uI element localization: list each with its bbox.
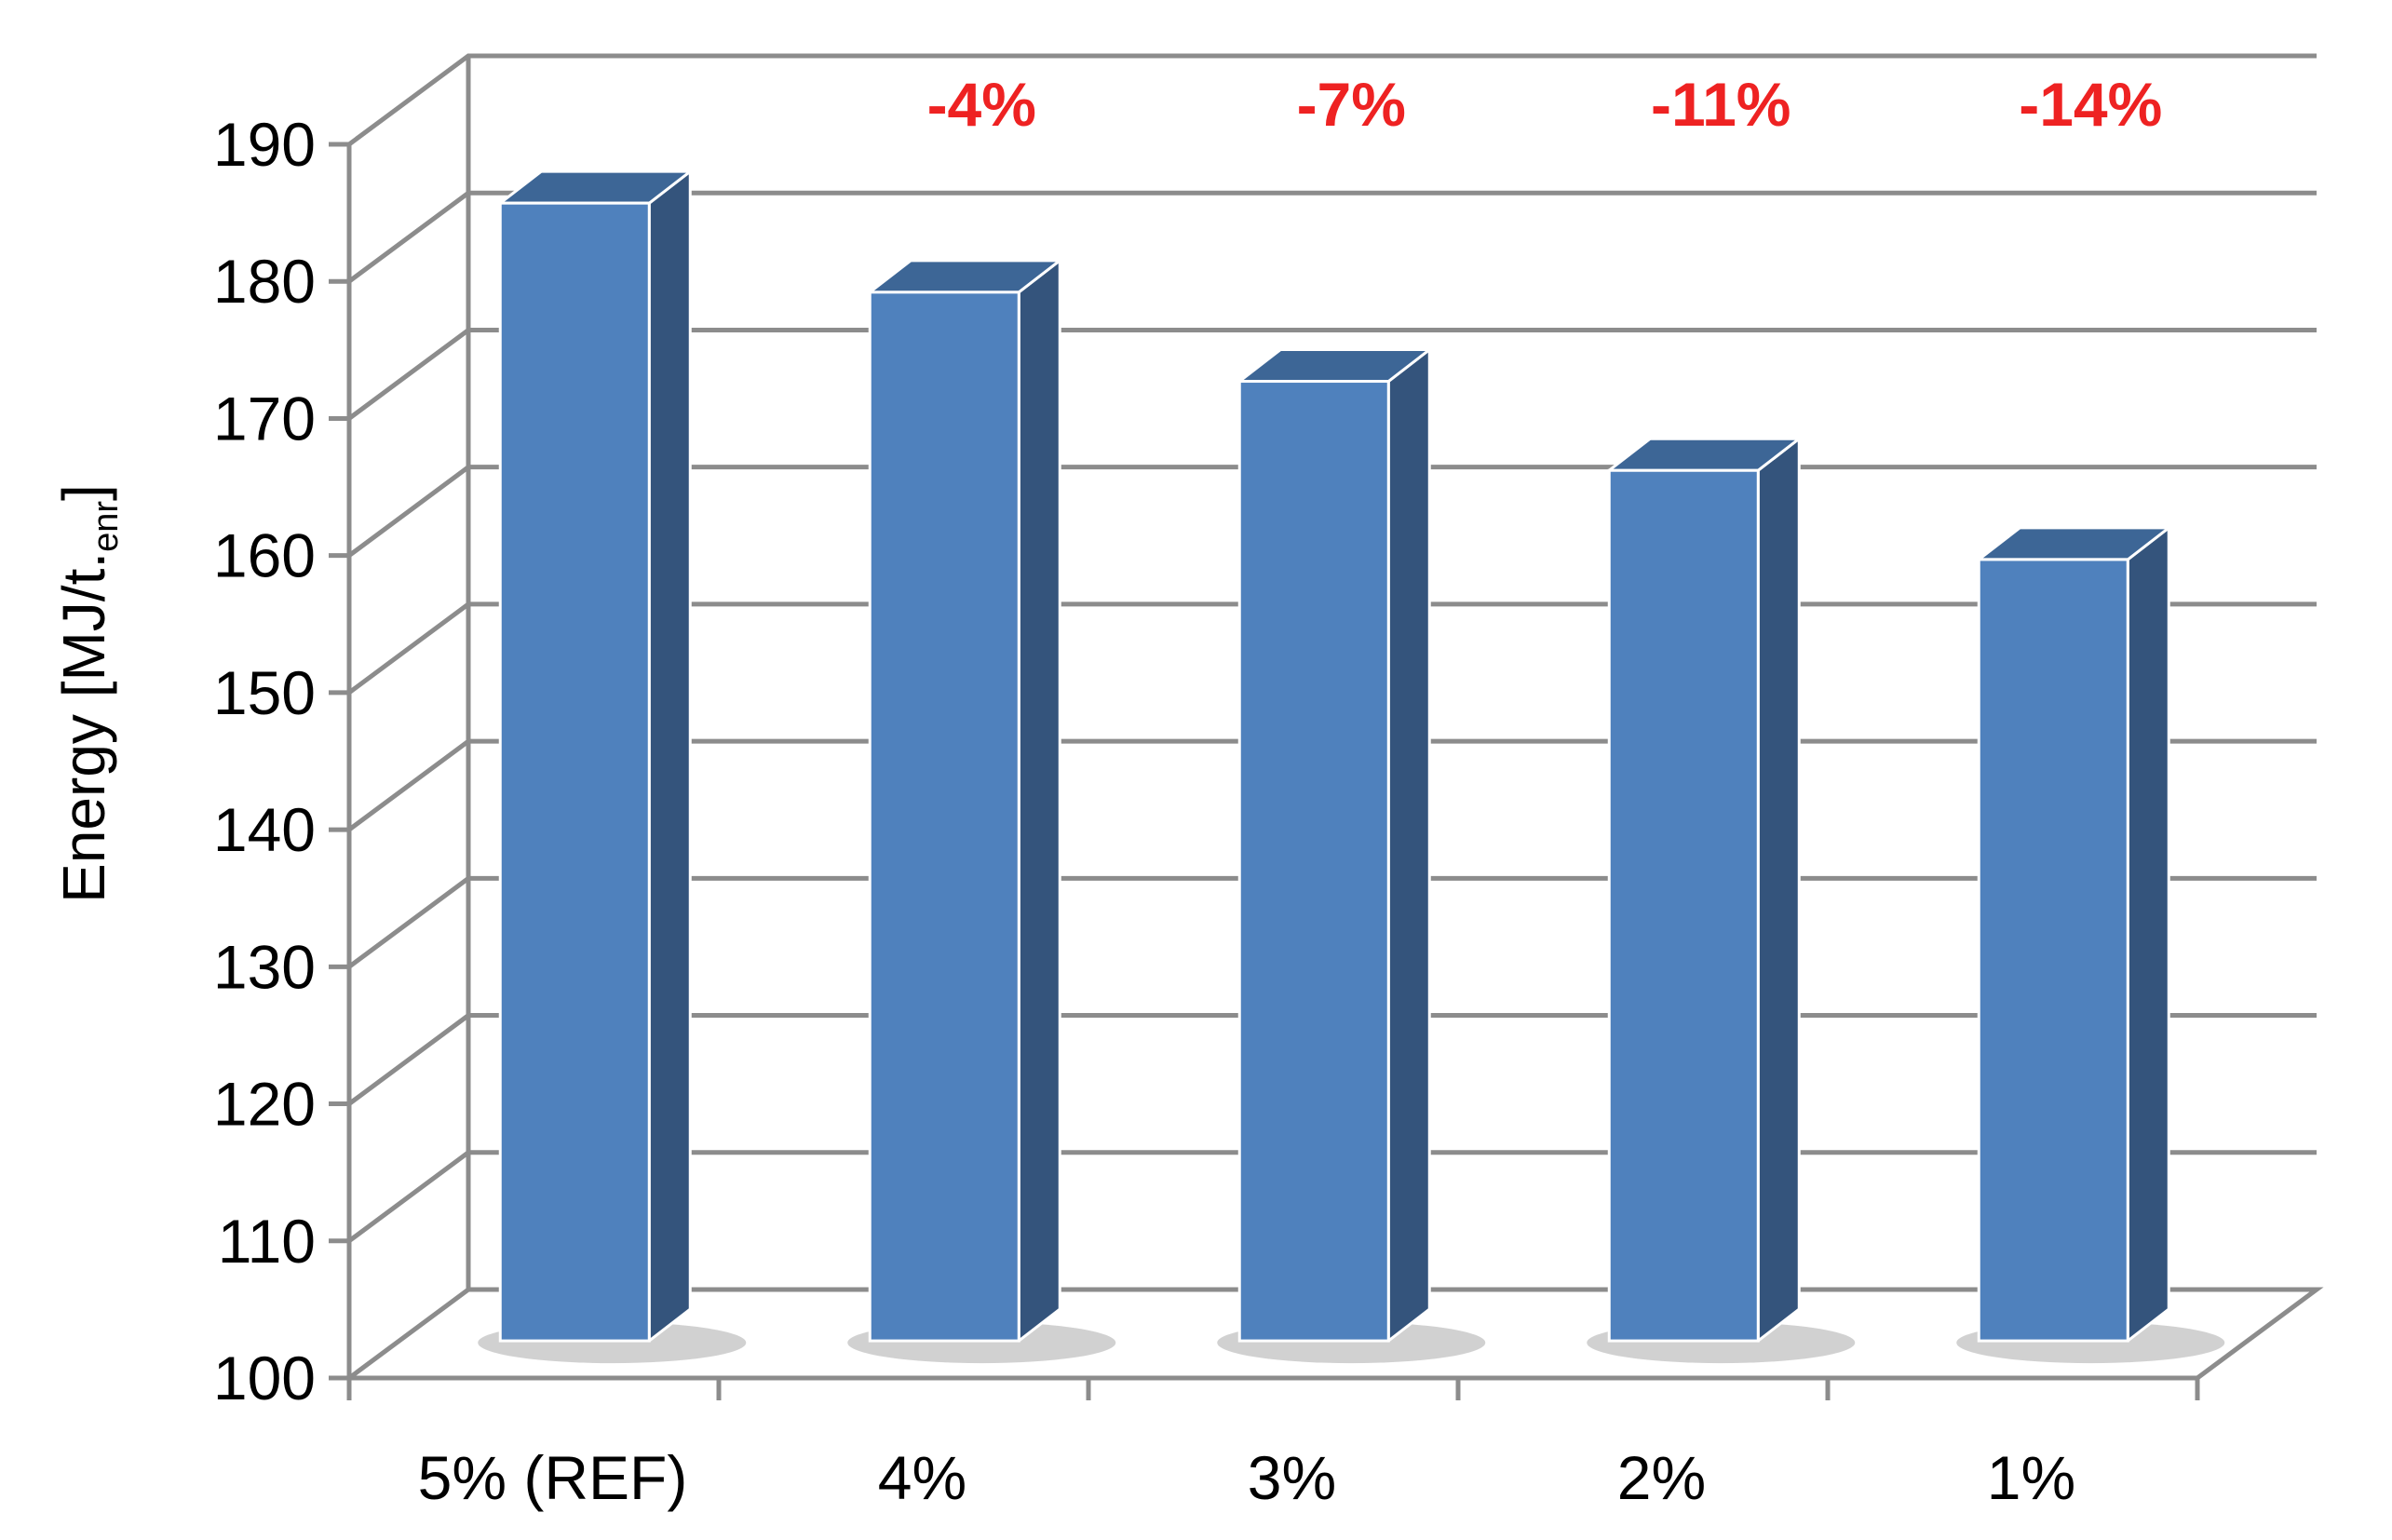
y-tick-label: 170 (213, 384, 316, 453)
y-axis-title-main: Energy [MJ/t. (50, 552, 117, 903)
annotations: -4% -7% -11% -14% (927, 70, 2163, 139)
bar (868, 259, 1061, 1343)
gridline (347, 53, 2317, 147)
bar-side-face (2126, 526, 2170, 1343)
bars (498, 169, 2170, 1343)
bar-front-face (1977, 558, 2129, 1343)
gridline (347, 327, 2317, 421)
bar-side-face (1756, 437, 1801, 1343)
x-tick-label: 3% (1248, 1443, 1336, 1512)
bar-side-face (1017, 259, 1061, 1343)
y-tick-label: 130 (213, 932, 316, 1001)
bar-front-face (498, 201, 651, 1343)
x-tick-label: 2% (1617, 1443, 1706, 1512)
bar-shadows (478, 1322, 2225, 1364)
bar-side-face (647, 169, 692, 1343)
bar (1607, 437, 1801, 1343)
y-tick-label: 190 (213, 110, 316, 179)
gridline (347, 190, 2317, 284)
y-axis-title-subscript: enr (87, 501, 126, 552)
bar (1977, 526, 2170, 1343)
y-tick-label: 180 (213, 247, 316, 316)
y-tick-label: 120 (213, 1070, 316, 1139)
x-tick-label: 4% (878, 1443, 966, 1512)
x-axis: 5% (REF) 4% 3% 2% 1% (346, 1375, 2200, 1512)
percent-change-label: -14% (2019, 70, 2162, 139)
y-tick-label: 110 (218, 1207, 316, 1276)
y-axis-ticks: 100 110 120 130 140 150 160 170 180 190 (213, 110, 352, 1412)
x-tick-label: 5% (REF) (418, 1443, 688, 1512)
y-tick-label: 100 (213, 1344, 316, 1412)
bar-side-face (1386, 348, 1431, 1343)
bar (1237, 348, 1431, 1343)
percent-change-label: -4% (927, 70, 1036, 139)
bar-front-face (1237, 380, 1390, 1343)
bar-front-face (868, 290, 1020, 1343)
y-tick-label: 140 (213, 795, 316, 864)
y-tick-label: 160 (213, 521, 316, 590)
x-tick-label: 1% (1987, 1443, 2075, 1512)
bar (498, 169, 692, 1343)
bar-front-face (1607, 468, 1760, 1343)
y-tick-label: 150 (213, 658, 316, 727)
gridlines (347, 53, 2317, 1243)
percent-change-label: -7% (1297, 70, 1406, 139)
y-axis-title-suffix: ] (50, 484, 117, 501)
y-axis-title: Energy [MJ/t.enr] (50, 484, 126, 903)
percent-change-label: -11% (1651, 70, 1791, 139)
